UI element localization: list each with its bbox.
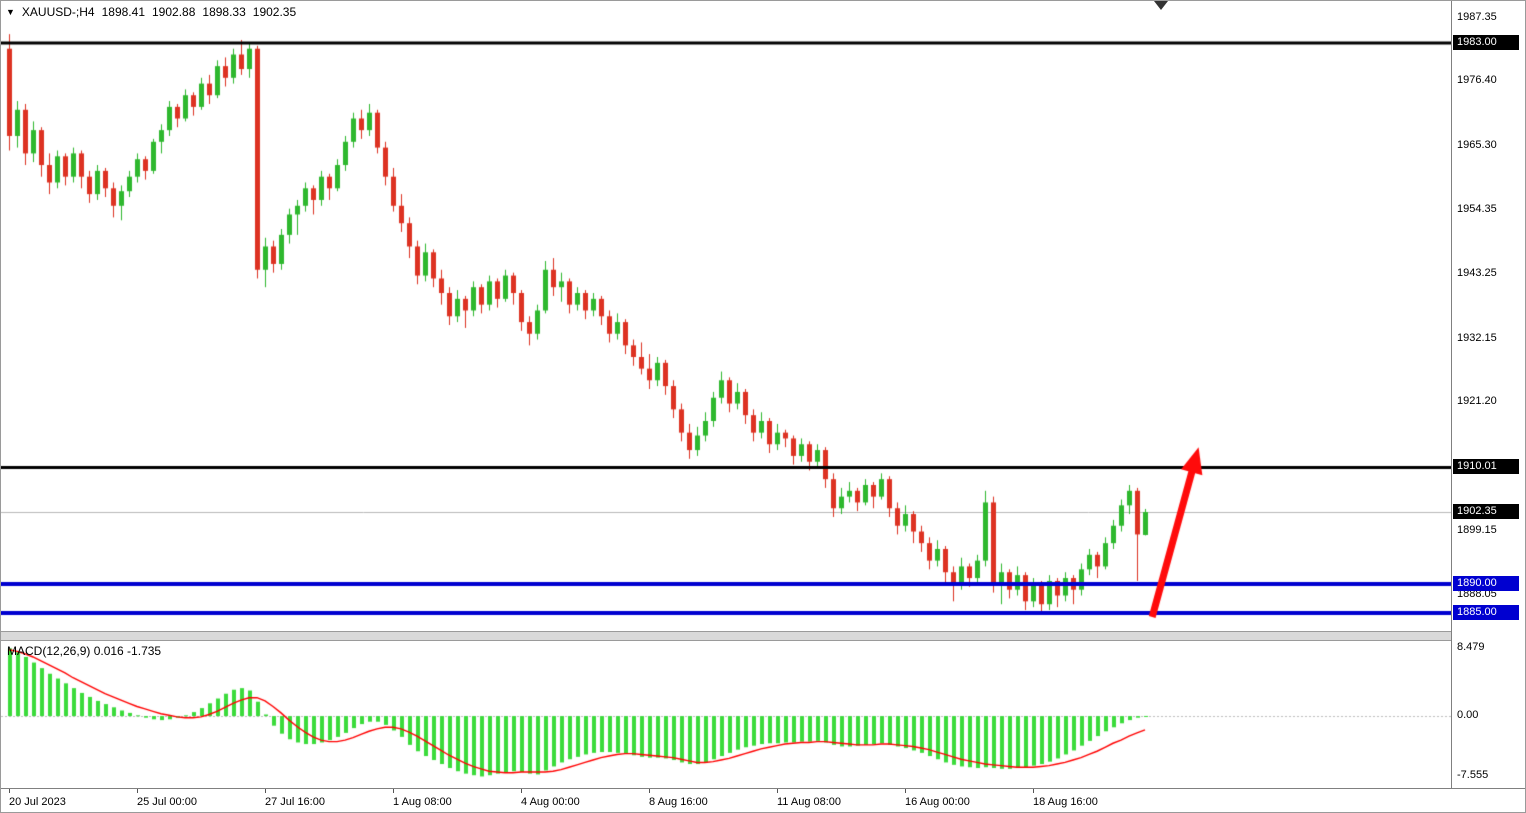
time-axis-tick [777,789,778,793]
price-axis-label: 1932.15 [1457,331,1497,344]
time-axis-tick [393,789,394,793]
time-axis-tick [649,789,650,793]
time-axis-label: 1 Aug 08:00 [393,796,452,808]
time-axis-label: 16 Aug 00:00 [905,796,970,808]
time-axis-label: 25 Jul 00:00 [137,796,197,808]
time-axis-label: 4 Aug 00:00 [521,796,580,808]
macd-axis-label: 0.00 [1457,709,1479,722]
time-axis-tick [1033,789,1034,793]
price-axis-label: 1987.35 [1457,10,1497,23]
symbol-period-label: XAUUSD-;H4 [21,5,95,19]
ohlc-low: 1898.33 [202,5,246,19]
price-axis-label: 1921.20 [1457,395,1497,408]
symbol-info-bar: ▼ XAUUSD-;H4 1898.41 1902.88 1898.33 190… [6,5,296,19]
time-axis-tick [521,789,522,793]
price-axis-label: 1899.15 [1457,523,1497,536]
time-axis-label: 20 Jul 2023 [9,796,66,808]
time-axis-label: 18 Aug 16:00 [1033,796,1098,808]
pane-separator[interactable] [1,631,1451,641]
price-axis-badge: 1983.00 [1453,34,1519,50]
macd-indicator-canvas[interactable] [1,641,1451,788]
ohlc-close: 1902.35 [252,5,297,19]
price-chart-canvas[interactable] [1,1,1451,631]
price-axis-badge: 1910.01 [1453,459,1519,475]
time-axis-label: 27 Jul 16:00 [265,796,325,808]
price-axis-label: 1976.40 [1457,74,1497,87]
macd-axis-label: 8.479 [1457,641,1485,654]
price-axis-label: 1954.35 [1457,202,1497,215]
macd-axis-label: -7.555 [1457,769,1489,782]
price-axis-label: 1888.05 [1457,588,1497,601]
time-axis[interactable]: 20 Jul 2023 25 Jul 00:00 27 Jul 16:00 1 Aug… [1,788,1525,812]
price-axis-badge: 1902.35 [1453,504,1519,520]
time-axis-label: 8 Aug 16:00 [649,796,708,808]
price-axis-label: 1943.25 [1457,267,1497,280]
price-axis-badge: 1885.00 [1453,604,1519,620]
price-axis-label: 1965.30 [1457,138,1497,151]
ohlc-open: 1898.41 [101,5,145,19]
price-axis[interactable]: 1987.35 1976.40 1965.30 1954.35 1943.25 1932.… [1451,1,1525,788]
ohlc-high: 1902.88 [152,5,196,19]
macd-indicator-label: MACD(12,26,9) 0.016 -1.735 [7,644,162,658]
time-axis-tick [137,789,138,793]
time-axis-tick [905,789,906,793]
chart-shift-marker-icon[interactable] [1154,1,1168,10]
symbol-dropdown-icon[interactable]: ▼ [6,7,15,17]
time-axis-label: 11 Aug 08:00 [777,796,842,808]
time-axis-tick [9,789,10,793]
time-axis-tick [265,789,266,793]
price-axis-badge: 1890.00 [1453,575,1519,591]
